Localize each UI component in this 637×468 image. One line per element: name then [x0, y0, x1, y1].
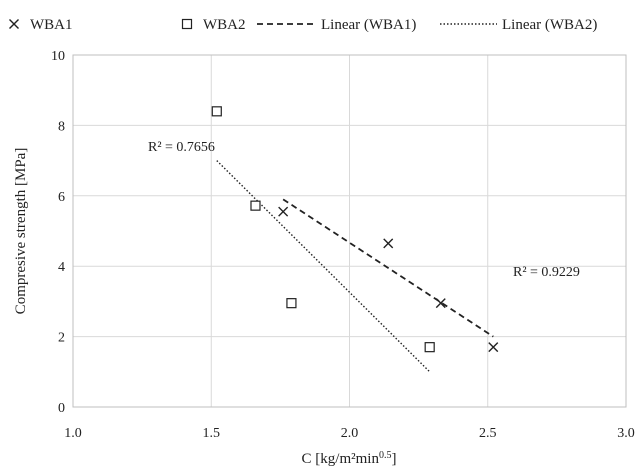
plot-area	[72, 54, 627, 408]
x-tick-label: 2.5	[479, 426, 497, 441]
grid	[73, 55, 626, 407]
legend-item-wba1: WBA1	[9, 17, 73, 33]
legend-marker-wba1	[9, 19, 19, 29]
legend-item-wba2: WBA2	[181, 17, 246, 33]
y-tick-label: 10	[51, 49, 65, 64]
point-wba1	[488, 342, 499, 353]
trendline-linear-wba1	[282, 198, 494, 338]
x-axis-label-exponent: 0.5	[379, 450, 392, 461]
x-axis-label-main: C [kg/m²min	[302, 451, 380, 467]
legend-symbol-wba1	[9, 19, 19, 29]
point-wba1-stroke-b	[488, 342, 499, 353]
legend-label-linear-wba1: Linear (WBA1)	[321, 17, 416, 33]
point-wba2	[211, 106, 222, 117]
point-wba2-box	[424, 342, 435, 353]
legend-label-linear-wba2: Linear (WBA2)	[502, 17, 597, 33]
legend-label-wba1: WBA1	[30, 17, 73, 33]
legend: WBA1 WBA2 Linear (WBA1) Linear (WBA2)	[9, 17, 597, 33]
point-wba2	[424, 342, 435, 353]
r2-annotation-wba2: R² = 0.7656	[148, 140, 215, 155]
point-wba2	[286, 298, 297, 309]
point-wba1-stroke-b	[435, 298, 446, 309]
point-wba2-box	[250, 200, 261, 211]
legend-symbol-wba2	[181, 18, 193, 30]
point-wba1-stroke-b	[383, 238, 394, 249]
y-tick-label: 0	[58, 401, 65, 416]
trendlines	[216, 160, 494, 373]
legend-marker-wba2	[181, 18, 193, 30]
point-wba2-box	[211, 106, 222, 117]
x-tick-label: 3.0	[617, 426, 635, 441]
point-wba1	[383, 238, 394, 249]
x-axis-ticks: 1.0 1.5 2.0 2.5 3.0	[64, 426, 635, 441]
y-tick-label: 2	[58, 331, 65, 346]
point-wba1	[278, 206, 289, 217]
y-axis-label: Compresive strength [MPa]	[13, 148, 29, 315]
legend-symbol-wba2-box	[181, 18, 193, 30]
y-tick-label: 8	[58, 119, 65, 134]
legend-symbol-wba1-stroke-b	[9, 19, 19, 29]
r2-annotation-wba1: R² = 0.9229	[513, 265, 580, 280]
point-wba2-box	[286, 298, 297, 309]
legend-label-wba2: WBA2	[203, 17, 246, 33]
legend-item-linear-wba1: Linear (WBA1)	[257, 17, 416, 33]
x-tick-label: 1.0	[64, 426, 82, 441]
point-wba2	[250, 200, 261, 211]
point-wba1-stroke-b	[278, 206, 289, 217]
x-tick-label: 1.5	[203, 426, 221, 441]
y-tick-label: 4	[58, 260, 65, 275]
y-tick-label: 6	[58, 190, 65, 205]
point-wba1	[435, 298, 446, 309]
data-points	[211, 106, 499, 353]
legend-item-linear-wba2: Linear (WBA2)	[440, 17, 597, 33]
x-tick-label: 2.0	[341, 426, 359, 441]
trendline-linear-wba2	[216, 160, 431, 373]
y-axis-ticks: 0 2 4 6 8 10	[51, 49, 65, 416]
x-axis-label-end: ]	[391, 451, 396, 467]
x-axis-label: C [kg/m²min0.5]	[302, 450, 397, 468]
